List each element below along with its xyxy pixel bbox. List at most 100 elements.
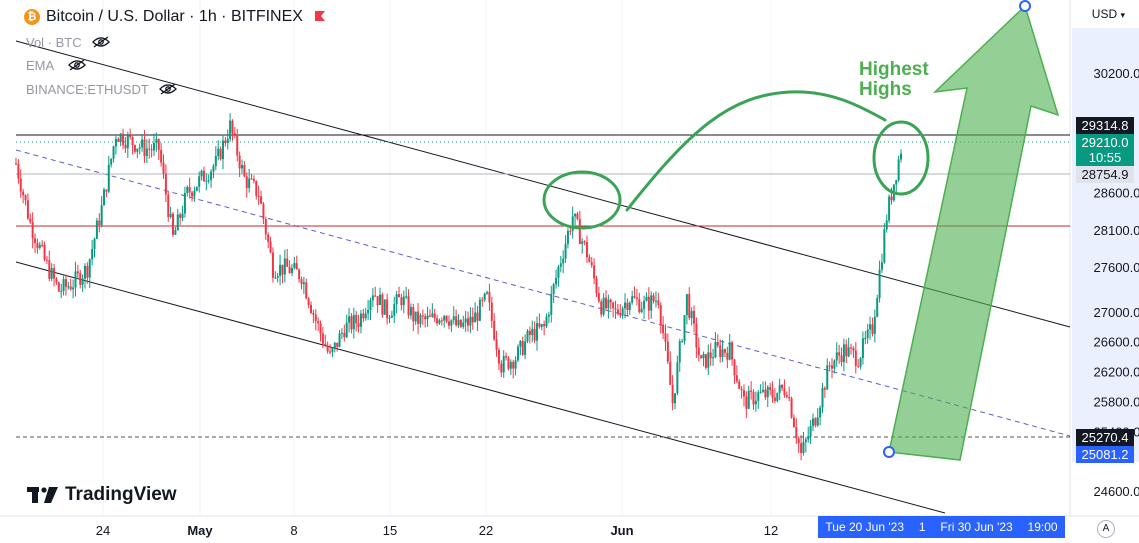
candle-body bbox=[117, 138, 120, 143]
candle-body bbox=[657, 300, 660, 305]
candle-body bbox=[29, 218, 32, 223]
candle-body bbox=[88, 259, 91, 278]
candle-body bbox=[495, 339, 498, 350]
candle-body bbox=[305, 282, 308, 299]
candle-body bbox=[407, 296, 410, 316]
candle-body bbox=[673, 393, 676, 404]
candle-body bbox=[229, 120, 232, 140]
candle-body bbox=[288, 266, 291, 274]
candle-body bbox=[150, 149, 153, 151]
candle-body bbox=[652, 295, 655, 302]
currency-selector[interactable]: USD ▾ bbox=[1088, 5, 1129, 23]
candle-body bbox=[238, 155, 241, 169]
y-tick-label: 28100.0 bbox=[1094, 223, 1139, 238]
candle-body bbox=[731, 342, 734, 360]
candle-body bbox=[821, 388, 824, 408]
arrow-anchor-start[interactable] bbox=[883, 446, 895, 458]
candle-body bbox=[714, 342, 717, 358]
candle-body bbox=[162, 162, 165, 174]
candle-body bbox=[669, 361, 672, 385]
candle-body bbox=[343, 332, 346, 338]
y-tick-label: 24600.0 bbox=[1094, 484, 1139, 499]
eye-hidden-icon[interactable] bbox=[91, 36, 110, 48]
indicator-row-ema[interactable]: EMA bbox=[26, 56, 87, 74]
candle-body bbox=[752, 391, 755, 405]
x-tick-label: 8 bbox=[290, 523, 297, 538]
candle-body bbox=[312, 312, 315, 315]
channel-lower-line[interactable] bbox=[15, 261, 946, 514]
candle-body bbox=[807, 436, 810, 440]
candle-body bbox=[67, 286, 70, 288]
candle-body bbox=[690, 311, 693, 318]
candle-body bbox=[581, 241, 584, 244]
candle-body bbox=[376, 296, 379, 306]
candle-body bbox=[188, 187, 191, 193]
candle-body bbox=[864, 337, 867, 339]
highest-highs-annotation[interactable] bbox=[542, 90, 930, 230]
candle-body bbox=[221, 140, 224, 160]
candle-body bbox=[357, 323, 360, 327]
candle-body bbox=[348, 316, 351, 323]
candle-body bbox=[600, 301, 603, 315]
auto-scale-button[interactable]: A bbox=[1097, 520, 1115, 538]
candle-body bbox=[390, 315, 393, 318]
channel-upper-line[interactable] bbox=[15, 40, 1071, 328]
candle-body bbox=[597, 293, 600, 302]
candle-body bbox=[540, 324, 543, 327]
eye-hidden-icon[interactable] bbox=[158, 83, 177, 95]
arrow-anchor-end[interactable] bbox=[1019, 0, 1031, 12]
candle-body bbox=[516, 346, 519, 361]
candle-body bbox=[828, 365, 831, 367]
candle-body bbox=[590, 262, 593, 266]
candle-body bbox=[421, 315, 424, 317]
candle-body bbox=[293, 263, 296, 269]
range-end-time: 19:00 bbox=[1027, 520, 1058, 534]
projection-arrow[interactable] bbox=[883, 0, 1060, 461]
symbol-header[interactable]: ₿ Bitcoin / U.S. Dollar · 1h · BITFINEX bbox=[24, 6, 327, 28]
candle-body bbox=[723, 349, 726, 353]
candle-body bbox=[193, 190, 196, 197]
indicator-row-volume[interactable]: Vol · BTC bbox=[26, 33, 110, 51]
candle-body bbox=[776, 392, 779, 401]
candle-body bbox=[688, 294, 691, 318]
candle-body bbox=[262, 203, 265, 220]
candle-body bbox=[643, 300, 646, 309]
flag-icon[interactable] bbox=[313, 10, 327, 24]
candle-body bbox=[569, 230, 572, 232]
eye-hidden-icon[interactable] bbox=[68, 59, 87, 71]
candle-body bbox=[34, 238, 37, 244]
indicator-row-ethusdt[interactable]: BINANCE:ETHUSDT bbox=[26, 80, 177, 98]
candle-body bbox=[835, 352, 838, 361]
candle-body bbox=[854, 350, 857, 366]
candle-body bbox=[685, 294, 688, 316]
candle-body bbox=[583, 241, 586, 243]
candle-body bbox=[562, 258, 565, 264]
candle-body bbox=[462, 322, 465, 327]
last-price-value: 29210.0 bbox=[1081, 135, 1129, 150]
candle-body bbox=[766, 387, 769, 398]
candle-body bbox=[274, 277, 277, 279]
candle-body bbox=[402, 296, 405, 306]
candle-body bbox=[852, 348, 855, 351]
candle-body bbox=[543, 324, 546, 327]
candle-body bbox=[612, 302, 615, 309]
candle-body bbox=[578, 219, 581, 244]
candle-body bbox=[191, 192, 194, 197]
candle-body bbox=[352, 314, 355, 330]
candle-body bbox=[241, 165, 244, 169]
candle-body bbox=[676, 362, 679, 394]
candle-body bbox=[72, 287, 75, 290]
candle-body bbox=[693, 311, 696, 324]
candle-body bbox=[707, 352, 710, 368]
candle-body bbox=[621, 308, 624, 316]
time-range-bar[interactable]: Tue 20 Jun '23 1 Fri 30 Jun '23 19:00 bbox=[818, 516, 1065, 538]
candle-body bbox=[436, 318, 439, 324]
candle-body bbox=[409, 307, 412, 316]
annotation-text-line2: Highs bbox=[859, 79, 912, 100]
candle-body bbox=[250, 178, 253, 180]
candle-body bbox=[133, 145, 136, 152]
tradingview-logo[interactable]: TradingView bbox=[27, 484, 177, 506]
x-tick-label: May bbox=[187, 523, 213, 538]
candle-body bbox=[650, 295, 653, 311]
